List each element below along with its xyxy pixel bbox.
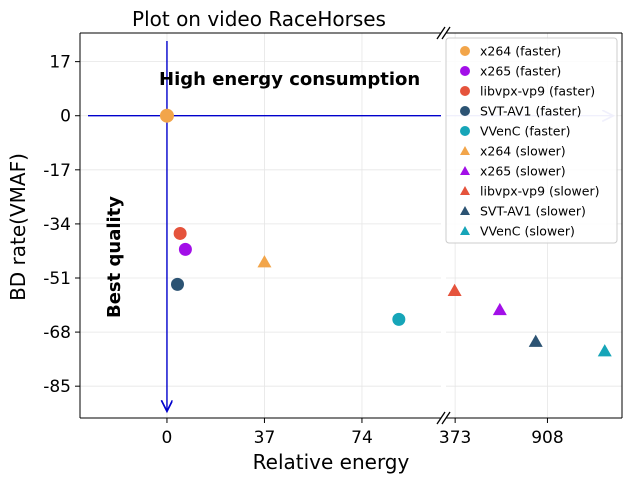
legend: x264 (faster) x265 (faster) libvpx-vp9 (fa… [445, 37, 618, 244]
legend-marker [460, 106, 470, 116]
data-point [528, 334, 543, 347]
y-tick-label: -85 [43, 377, 71, 397]
legend-label: VVenC (faster) [480, 124, 571, 139]
data-point [392, 312, 406, 326]
data-point [173, 226, 187, 240]
data-point [492, 302, 507, 316]
legend-frame [445, 37, 618, 244]
legend-label: libvpx-vp9 (slower) [480, 184, 599, 199]
legend-label: x264 (faster) [480, 44, 561, 59]
legend-marker [460, 166, 470, 175]
legend-label: x264 (slower) [480, 144, 566, 159]
data-point [170, 277, 184, 291]
legend-label: VVenC (slower) [480, 224, 575, 239]
x-tick-label: 0 [162, 428, 173, 448]
axis-break-mark [441, 26, 451, 40]
legend-label: libvpx-vp9 (faster) [480, 84, 595, 99]
legend-marker [460, 66, 470, 76]
legend-marker [460, 226, 470, 235]
axis-break-mark [436, 26, 446, 40]
legend-marker [460, 86, 470, 96]
axis-break-mark [441, 411, 451, 425]
axis-break-mark [436, 411, 446, 425]
data-point [447, 283, 462, 296]
y-tick-label: 0 [60, 107, 71, 127]
annotation-best-quality: Best quality [104, 196, 125, 318]
y-tick-label: -17 [43, 161, 71, 181]
x-tick-label: 908 [531, 428, 563, 448]
annotation-high-energy: High energy consumption [159, 69, 420, 90]
y-tick-label: -51 [43, 269, 71, 289]
y-tick-label: -68 [43, 323, 71, 343]
legend-marker [460, 46, 470, 56]
legend-label: SVT-AV1 (slower) [480, 204, 586, 219]
data-point [178, 242, 192, 256]
y-tick-label: 17 [49, 53, 71, 73]
x-tick-label: 37 [254, 428, 276, 448]
data-point [597, 344, 612, 357]
legend-marker [460, 126, 470, 136]
y-tick-label: -34 [43, 215, 71, 235]
legend-label: SVT-AV1 (faster) [480, 104, 582, 119]
chart-title: Plot on video RaceHorses [132, 7, 386, 31]
legend-marker [460, 186, 470, 195]
data-point [257, 255, 272, 268]
x-tick-label: 74 [351, 428, 373, 448]
legend-marker [460, 206, 470, 215]
reference-point [159, 108, 174, 123]
x-axis-title: Relative energy [253, 450, 410, 474]
y-axis-title: BD rate(VMAF) [6, 153, 30, 301]
legend-label: x265 (slower) [480, 164, 566, 179]
x-tick-label: 373 [439, 428, 471, 448]
legend-label: x265 (faster) [480, 64, 561, 79]
legend-marker [460, 146, 470, 155]
